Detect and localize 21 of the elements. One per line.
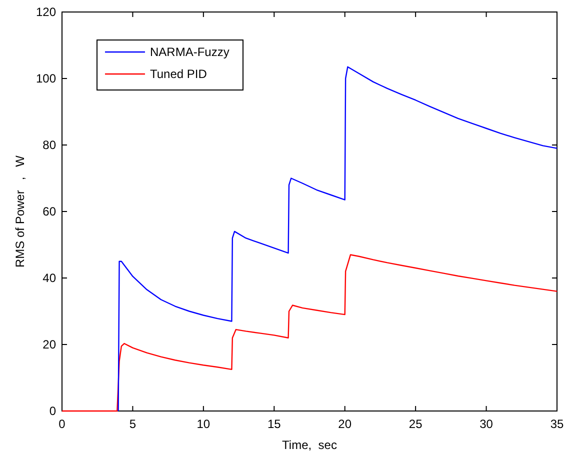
y-tick-label: 0 <box>49 404 56 418</box>
x-tick-label: 10 <box>196 417 210 431</box>
x-tick-label: 25 <box>408 417 423 431</box>
legend-label: NARMA-Fuzzy <box>150 45 230 59</box>
y-tick-label: 80 <box>42 138 56 152</box>
x-tick-label: 15 <box>267 417 282 431</box>
line-series <box>118 66 558 412</box>
x-axis-title: Time, sec <box>282 438 337 452</box>
x-tick-label: 0 <box>58 417 66 431</box>
x-tick-label: 30 <box>480 417 494 431</box>
line-series <box>61 254 558 412</box>
x-tick-label: 20 <box>338 417 352 431</box>
y-axis-title: RMS of Power , W <box>13 154 27 268</box>
y-tick-label: 120 <box>36 5 56 19</box>
x-tick-label: 35 <box>550 417 564 431</box>
y-tick-label: 20 <box>42 338 56 352</box>
y-tick-label: 60 <box>42 204 56 218</box>
legend-label: Tuned PID <box>150 67 208 81</box>
y-tick-label: 40 <box>42 271 56 285</box>
y-tick-label: 100 <box>36 72 56 86</box>
x-tick-label: 5 <box>129 417 136 431</box>
